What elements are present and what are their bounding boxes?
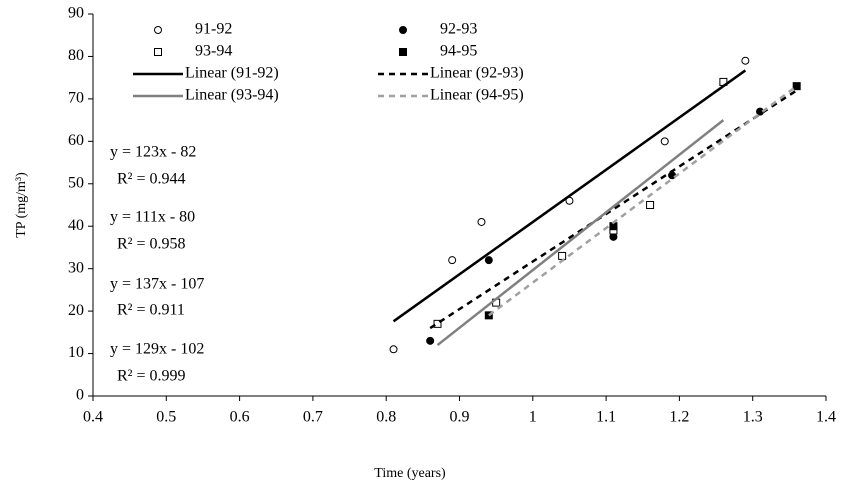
annotation: y = 111x - 80 — [110, 209, 195, 226]
x-tick-label: 0.8 — [376, 409, 396, 426]
legend-label: Linear (91-92) — [185, 65, 279, 82]
trend-line — [429, 89, 798, 330]
point — [558, 251, 567, 260]
y-tick-label: 80 — [68, 47, 84, 64]
legend-marker — [399, 48, 407, 56]
point — [433, 319, 442, 328]
y-tick-label: 20 — [68, 302, 84, 319]
legend-marker — [399, 26, 407, 34]
x-tick-label: 0.4 — [83, 409, 103, 426]
trend-line — [436, 119, 725, 347]
annotation: R² = 0.944 — [117, 171, 186, 188]
point — [426, 336, 435, 345]
x-tick-label: 1.1 — [596, 409, 616, 426]
x-tick-label: 0.9 — [450, 409, 470, 426]
x-tick-label: 0.5 — [156, 409, 176, 426]
y-tick-label: 60 — [68, 132, 84, 149]
legend-marker — [154, 26, 162, 34]
legend-label: 94-95 — [440, 43, 477, 60]
x-tick-label: 1.3 — [743, 409, 763, 426]
point — [389, 345, 398, 354]
trend-line — [392, 69, 747, 323]
x-axis-label: Time (years) — [374, 466, 446, 481]
legend-label: 91-92 — [195, 21, 232, 38]
x-tick-label: 1.2 — [669, 409, 689, 426]
legend-label: Linear (92-93) — [430, 65, 524, 82]
y-tick-label: 0 — [76, 387, 84, 404]
legend-label: 93-94 — [195, 43, 232, 60]
y-tick-label: 50 — [68, 174, 84, 191]
y-tick-label: 40 — [68, 217, 84, 234]
point — [646, 201, 655, 209]
y-axis-label: TP (mg/m³) — [14, 172, 29, 238]
trend-line — [488, 85, 798, 317]
y-tick-label: 30 — [68, 259, 84, 276]
point — [448, 256, 457, 265]
x-tick-label: 0.6 — [230, 409, 250, 426]
y-tick-label: 70 — [68, 90, 84, 107]
point — [477, 217, 486, 226]
y-tick-label: 10 — [68, 344, 84, 361]
legend-marker — [154, 48, 162, 56]
legend-label: Linear (94-95) — [430, 87, 524, 104]
point — [741, 56, 750, 65]
x-tick-label: 1.4 — [816, 409, 836, 426]
point — [660, 137, 669, 146]
annotation: y = 129x - 102 — [110, 341, 204, 358]
x-tick-label: 1 — [529, 409, 537, 426]
point — [484, 256, 493, 265]
legend-label: 92-93 — [440, 21, 477, 38]
annotation: R² = 0.999 — [117, 368, 186, 385]
annotation: R² = 0.911 — [117, 302, 185, 319]
annotation: R² = 0.958 — [117, 236, 186, 253]
legend-label: Linear (93-94) — [185, 87, 279, 104]
x-tick-label: 0.7 — [303, 409, 323, 426]
annotation: y = 137x - 107 — [110, 276, 204, 293]
annotation: y = 123x - 82 — [110, 144, 196, 161]
y-tick-label: 90 — [68, 5, 84, 22]
point — [792, 82, 801, 91]
